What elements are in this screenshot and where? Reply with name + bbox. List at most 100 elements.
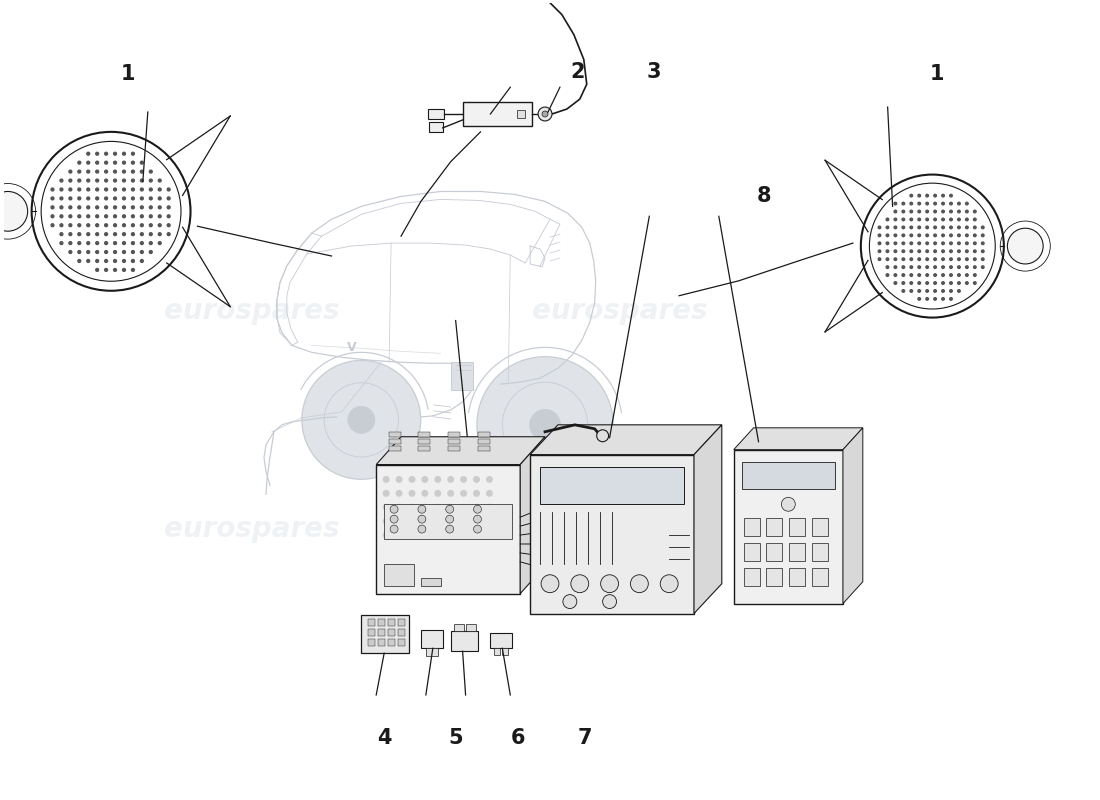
Circle shape: [60, 206, 63, 209]
Circle shape: [949, 202, 953, 205]
Circle shape: [421, 504, 428, 510]
Circle shape: [894, 250, 896, 253]
Circle shape: [958, 266, 960, 269]
Circle shape: [887, 226, 889, 229]
Bar: [418, 439, 430, 444]
Circle shape: [926, 202, 928, 205]
Circle shape: [538, 107, 552, 121]
Circle shape: [421, 518, 428, 525]
Circle shape: [878, 234, 881, 237]
Circle shape: [966, 266, 968, 269]
Circle shape: [887, 266, 889, 269]
Circle shape: [878, 226, 881, 229]
Circle shape: [113, 242, 117, 245]
Circle shape: [60, 242, 63, 245]
Circle shape: [1008, 228, 1043, 264]
Circle shape: [78, 170, 80, 173]
Circle shape: [894, 274, 896, 276]
Circle shape: [150, 215, 152, 218]
Circle shape: [902, 218, 904, 221]
Circle shape: [460, 476, 467, 483]
Circle shape: [141, 224, 143, 226]
Circle shape: [158, 179, 162, 182]
Circle shape: [958, 234, 960, 237]
Circle shape: [434, 504, 441, 510]
Circle shape: [132, 162, 134, 164]
Circle shape: [966, 210, 968, 213]
Circle shape: [878, 242, 881, 245]
Circle shape: [141, 259, 143, 262]
Circle shape: [150, 242, 152, 245]
Circle shape: [87, 162, 90, 164]
Circle shape: [981, 234, 984, 237]
Circle shape: [542, 111, 548, 117]
Bar: [428, 109, 443, 119]
Circle shape: [150, 233, 152, 235]
Circle shape: [917, 234, 921, 237]
Bar: [376, 465, 520, 594]
Circle shape: [122, 250, 125, 254]
Bar: [465, 625, 475, 631]
Bar: [398, 630, 405, 636]
Circle shape: [917, 194, 921, 197]
Circle shape: [96, 162, 99, 164]
Circle shape: [894, 226, 896, 229]
Circle shape: [473, 515, 482, 523]
Circle shape: [51, 206, 54, 209]
Circle shape: [949, 258, 953, 261]
Circle shape: [60, 188, 63, 191]
Circle shape: [926, 274, 928, 276]
Circle shape: [934, 218, 936, 221]
Bar: [398, 639, 405, 646]
Circle shape: [902, 234, 904, 237]
Circle shape: [910, 226, 913, 229]
Circle shape: [96, 242, 99, 245]
Bar: [368, 630, 375, 636]
Bar: [767, 543, 782, 561]
Circle shape: [902, 266, 904, 269]
Circle shape: [448, 490, 454, 497]
Bar: [378, 630, 385, 636]
Circle shape: [486, 531, 493, 538]
Circle shape: [87, 188, 90, 191]
Circle shape: [150, 250, 152, 254]
Circle shape: [934, 202, 936, 205]
Circle shape: [383, 504, 389, 510]
Circle shape: [383, 531, 389, 538]
Circle shape: [132, 242, 134, 245]
Circle shape: [958, 242, 960, 245]
Bar: [790, 518, 805, 536]
Circle shape: [60, 215, 63, 218]
Circle shape: [78, 197, 80, 200]
Circle shape: [934, 250, 936, 253]
Circle shape: [167, 206, 170, 209]
Circle shape: [141, 162, 143, 164]
Bar: [812, 568, 828, 586]
Circle shape: [396, 531, 403, 538]
Circle shape: [87, 224, 90, 226]
Circle shape: [910, 218, 913, 221]
Circle shape: [894, 266, 896, 269]
Circle shape: [51, 215, 54, 218]
Circle shape: [981, 226, 984, 229]
Circle shape: [958, 290, 960, 292]
Circle shape: [69, 206, 72, 209]
Circle shape: [887, 242, 889, 245]
Bar: [448, 446, 460, 451]
Circle shape: [473, 490, 480, 497]
Bar: [368, 639, 375, 646]
Circle shape: [934, 274, 936, 276]
Circle shape: [96, 233, 99, 235]
Circle shape: [974, 274, 976, 276]
Circle shape: [958, 274, 960, 276]
Circle shape: [917, 202, 921, 205]
Circle shape: [167, 224, 170, 226]
Bar: [812, 518, 828, 536]
Circle shape: [949, 282, 953, 284]
Circle shape: [122, 242, 125, 245]
Circle shape: [473, 518, 480, 525]
Circle shape: [396, 518, 403, 525]
Circle shape: [949, 210, 953, 213]
Circle shape: [158, 197, 162, 200]
Bar: [744, 518, 759, 536]
